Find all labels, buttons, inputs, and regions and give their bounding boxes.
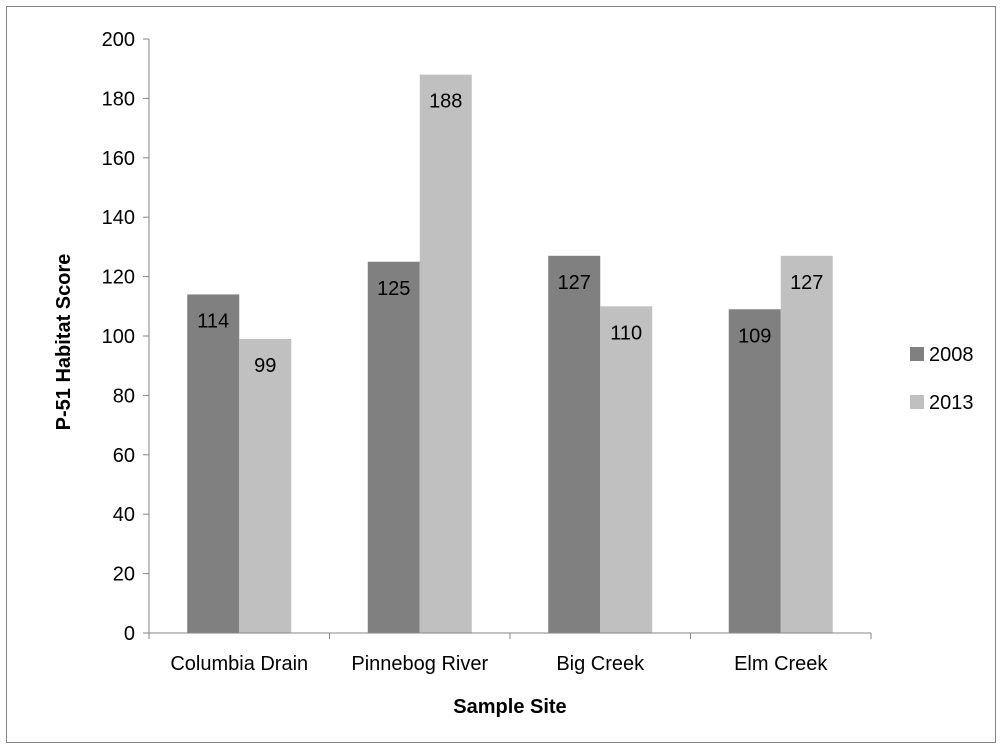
y-tick-label: 100	[102, 326, 135, 348]
x-tick-label: Elm Creek	[734, 653, 828, 675]
legend: 2008 2013	[910, 344, 974, 414]
data-label: 188	[429, 91, 462, 113]
x-tick-label: Pinnebog River	[351, 653, 488, 675]
data-label: 127	[558, 272, 591, 294]
bar	[600, 306, 653, 633]
labels-layer: 114 125 127 109 99 188 110 127	[197, 91, 823, 377]
legend-swatch	[910, 347, 924, 361]
y-tick-label: 80	[113, 385, 135, 407]
bar	[187, 294, 240, 633]
bar	[239, 338, 292, 633]
bar	[419, 74, 472, 633]
x-tick-label: Columbia Drain	[170, 653, 308, 675]
bar	[728, 309, 781, 633]
y-tick-label: 140	[102, 207, 135, 229]
y-tick-label: 20	[113, 564, 135, 586]
y-axis-title: P-51 Habitat Score	[53, 254, 75, 431]
bar	[548, 255, 601, 633]
x-axis-title: Sample Site	[453, 696, 566, 718]
legend-label: 2008	[929, 344, 974, 366]
bars-layer	[187, 74, 833, 633]
legend-label: 2013	[929, 392, 974, 414]
y-tick-label: 60	[113, 445, 135, 467]
axes-layer: 0 20 40 60 80 100 120 140 160 180 200 Columbia Drai…	[102, 29, 872, 675]
y-tick-label: 120	[102, 267, 135, 289]
y-tick-label: 40	[113, 504, 135, 526]
bar	[367, 261, 420, 633]
y-tick-label: 180	[102, 88, 135, 110]
data-label: 127	[790, 272, 823, 294]
data-label: 114	[197, 310, 229, 332]
y-tick-label: 200	[102, 29, 135, 51]
y-tick-label: 0	[124, 623, 135, 645]
data-label: 99	[254, 355, 276, 377]
x-tick-label: Big Creek	[556, 653, 645, 675]
legend-swatch	[910, 395, 924, 409]
data-label: 125	[377, 278, 410, 300]
data-label: 110	[610, 322, 642, 344]
bar	[780, 255, 833, 633]
y-tick-label: 160	[102, 148, 135, 170]
data-label: 109	[738, 325, 771, 347]
